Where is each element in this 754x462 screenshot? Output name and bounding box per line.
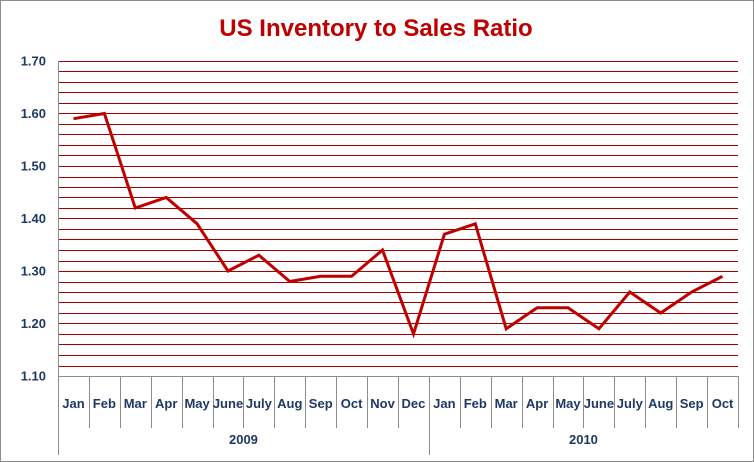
x-axis-tick-labels: Jan Feb Mar Apr May June July Aug Sep Oct Nov Dec Ja… (62, 396, 734, 411)
x-tick-label: Dec (402, 396, 426, 411)
x-tick-label: Sep (309, 396, 333, 411)
x-axis-group-labels: 2009 2010 (229, 432, 598, 447)
x-tick-label: July (246, 396, 273, 411)
x-tick-label: Feb (93, 396, 116, 411)
y-tick-label: 1.40 (21, 211, 46, 226)
y-axis-tick-labels: 1.10 1.20 1.30 1.40 1.50 1.60 1.70 (21, 54, 46, 384)
x-tick-label: Apr (155, 396, 177, 411)
chart-title: US Inventory to Sales Ratio (219, 15, 532, 42)
y-tick-label: 1.20 (21, 316, 46, 331)
x-tick-label: May (184, 396, 210, 411)
x-tick-label: Nov (370, 396, 395, 411)
x-tick-label: Mar (124, 396, 147, 411)
x-tick-label: Sep (680, 396, 704, 411)
x-tick-label: July (617, 396, 644, 411)
y-tick-label: 1.50 (21, 159, 46, 174)
x-tick-label: June (213, 396, 243, 411)
y-tick-label: 1.70 (21, 54, 46, 69)
x-tick-label: June (584, 396, 614, 411)
x-tick-label: Apr (526, 396, 548, 411)
series (73, 111, 724, 339)
x-tick-label: Jan (433, 396, 455, 411)
x-tick-label: Aug (277, 396, 302, 411)
x-tick-label: Feb (464, 396, 487, 411)
axes (58, 61, 739, 455)
x-tick-label: Oct (712, 396, 734, 411)
gridlines (58, 61, 738, 367)
group-label: 2010 (569, 432, 598, 447)
series-line (73, 111, 724, 339)
y-tick-label: 1.30 (21, 264, 46, 279)
x-tick-label: Aug (648, 396, 673, 411)
group-label: 2009 (229, 432, 258, 447)
x-tick-label: Mar (495, 396, 518, 411)
x-tick-label: Oct (341, 396, 363, 411)
y-tick-label: 1.10 (21, 369, 46, 384)
x-tick-label: Jan (62, 396, 84, 411)
x-tick-label: May (555, 396, 581, 411)
y-tick-label: 1.60 (21, 106, 46, 121)
